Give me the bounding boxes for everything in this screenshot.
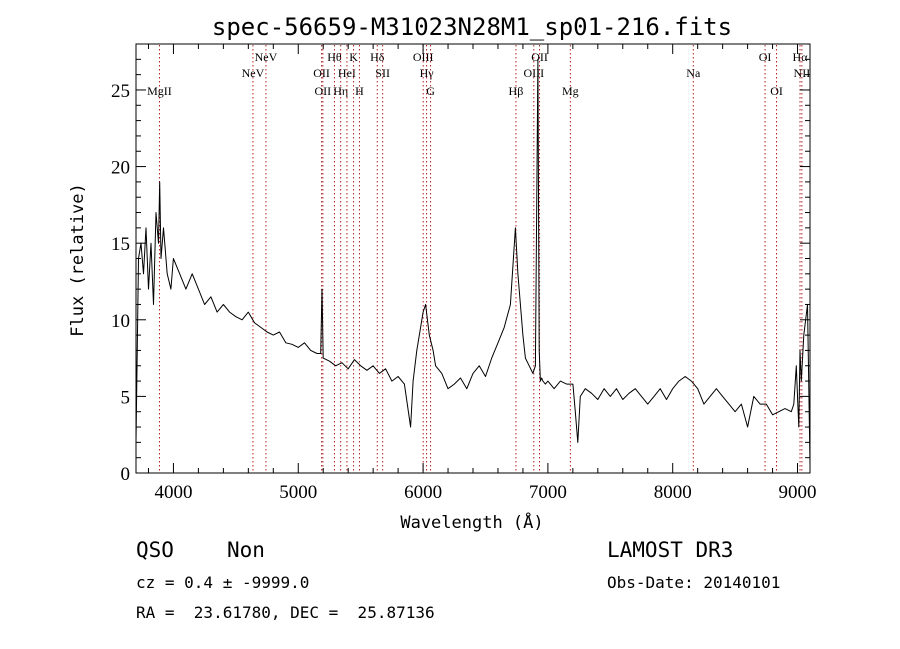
emission-line-label: OI xyxy=(759,50,772,64)
emission-line-label: Hη xyxy=(333,84,348,98)
y-tick-label: 20 xyxy=(111,158,130,179)
emission-line-label: NeV xyxy=(242,66,265,80)
x-tick-label: 9000 xyxy=(779,482,817,503)
emission-line-label: Na xyxy=(686,66,701,80)
x-tick-label: 4000 xyxy=(154,482,192,503)
y-tick-label: 5 xyxy=(121,387,131,408)
y-axis-label: Flux (relative) xyxy=(68,183,88,337)
emission-line-label: Hγ xyxy=(420,66,435,80)
emission-line-label: OI xyxy=(770,84,783,98)
object-subclass: Non xyxy=(227,538,265,562)
emission-line-label: K xyxy=(349,50,358,64)
emission-line-label: SII xyxy=(375,66,390,80)
emission-line-label: Hθ xyxy=(327,50,342,64)
emission-line-label: OIII xyxy=(523,66,544,80)
plot-area: MgII NeV NeV OII OII Hθ Hη HeI K H Hδ SII OIII Hγ G Hβ O… xyxy=(135,45,811,472)
emission-line-label: G xyxy=(426,84,435,98)
plot-frame xyxy=(135,43,811,474)
emission-line-label: Hα xyxy=(793,50,809,64)
survey-name: LAMOST DR3 xyxy=(607,538,734,562)
emission-line-label: Hβ xyxy=(509,84,524,98)
y-tick-label: 25 xyxy=(111,81,130,102)
emission-line-label: Hδ xyxy=(370,50,385,64)
object-class: QSO xyxy=(136,538,174,562)
emission-line-label: H xyxy=(355,84,364,98)
coordinates: RA = 23.61780, DEC = 25.87136 xyxy=(136,603,435,622)
x-tick-label: 8000 xyxy=(654,482,692,503)
redshift-value: cz = 0.4 ± -9999.0 xyxy=(136,573,310,592)
y-axis: 0 5 10 15 20 25 xyxy=(111,43,810,485)
emission-line-label: Mg xyxy=(562,84,579,98)
x-tick-label: 6000 xyxy=(404,482,442,503)
emission-line-label: NII xyxy=(794,66,811,80)
x-axis-label: Wavelength (Å) xyxy=(400,511,543,533)
emission-line-label: HeI xyxy=(338,66,356,80)
x-tick-label: 5000 xyxy=(279,482,317,503)
emission-line-label: NeV xyxy=(255,50,278,64)
emission-line-label: MgII xyxy=(147,84,172,98)
y-tick-label: 10 xyxy=(111,311,130,332)
observation-date: Obs-Date: 20140101 xyxy=(607,573,781,592)
emission-line-label: OII xyxy=(315,84,332,98)
chart-title: spec-56659-M31023N28M1_sp01-216.fits xyxy=(212,13,732,41)
x-tick-label: 7000 xyxy=(529,482,567,503)
x-axis: 4000 5000 6000 7000 8000 9000 xyxy=(147,44,817,503)
spectrum-line xyxy=(135,58,811,466)
emission-line-label: OIII xyxy=(413,50,434,64)
emission-line-label: OII xyxy=(313,66,330,80)
y-tick-label: 15 xyxy=(111,234,130,255)
emission-line-label: OII xyxy=(531,50,548,64)
y-tick-label: 0 xyxy=(121,464,131,485)
